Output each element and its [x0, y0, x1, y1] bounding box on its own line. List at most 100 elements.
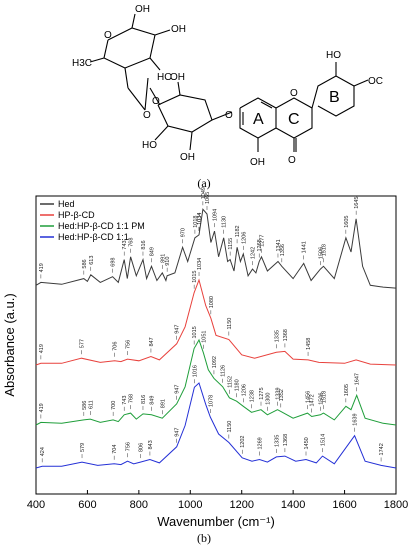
peak-label: 1458 [306, 338, 312, 350]
peak-label: 1368 [283, 329, 289, 341]
peak-label: 613 [89, 256, 95, 265]
label-o-ring: O [290, 88, 298, 99]
peak-label: 419 [39, 263, 45, 272]
peak-label: 1518 [321, 244, 327, 256]
peak-label: 1275 [259, 387, 265, 399]
peak-label: 1242 [251, 247, 257, 259]
peak-label: 910 [165, 257, 171, 266]
label-oh2: OH [171, 24, 186, 35]
ring-label-a: A [253, 111, 264, 128]
x-tick-label: 1600 [332, 499, 356, 511]
peak-label: 947 [175, 385, 181, 394]
x-tick-label: 400 [27, 499, 45, 511]
peak-label: 849 [149, 396, 155, 405]
peak-label: 1506 [318, 247, 324, 259]
y-axis-label: Absorbance (a.u.) [2, 293, 17, 396]
peak-label: 847 [149, 337, 155, 346]
label-ho6: HO [142, 140, 157, 151]
peak-label: 1015 [192, 271, 198, 283]
peak-label: 768 [129, 238, 135, 247]
peak-label: 1202 [240, 436, 246, 448]
peak-label: 1018 [193, 216, 199, 228]
legend-label: Hed:HP-β-CD 1:1 PM [58, 221, 145, 231]
label-oh3: HO [157, 72, 172, 83]
ftir-chart: 400 600 800 1000 1200 1400 1600 1800 419 586 613 6… [2, 187, 408, 529]
peak-label: 419 [39, 403, 45, 412]
peak-label: 947 [175, 428, 181, 437]
peak-label: 970 [181, 228, 187, 237]
peak-label: 756 [126, 340, 132, 349]
caption-b: (b) [197, 531, 211, 545]
peak-label: 611 [88, 400, 94, 409]
peak-label: 816 [141, 395, 147, 404]
peak-label: 1155 [228, 238, 234, 250]
peak-label: 700 [111, 401, 117, 410]
peak-label: 1647 [355, 373, 361, 385]
peak-label: 1441 [302, 241, 308, 253]
caption-a: (a) [197, 176, 210, 190]
peak-label: 843 [148, 440, 154, 449]
peak-label: 1472 [310, 394, 316, 406]
series-line-0 [35, 208, 397, 289]
peak-label: 1080 [209, 296, 215, 308]
peak-label: 1339 [275, 387, 281, 399]
peak-label: 743 [122, 396, 128, 405]
series-line-1 [35, 278, 397, 366]
peak-label: 1506 [318, 393, 324, 405]
peak-label: 1150 [227, 421, 233, 433]
x-axis-label: Wavenumber (cm⁻¹) [157, 514, 275, 529]
peak-label: 577 [80, 339, 86, 348]
series-group [35, 208, 397, 469]
peak-label: 891 [160, 399, 166, 408]
peak-label: 1152 [227, 376, 233, 388]
peak-label: 1518 [321, 391, 327, 403]
peak-label: 849 [149, 247, 155, 256]
x-tick-label: 1800 [384, 499, 408, 511]
peak-label: 1016 [192, 365, 198, 377]
peak-label: 1130 [222, 216, 228, 228]
peak-label: 1335 [274, 330, 280, 342]
peak-label: 1049 [201, 187, 207, 199]
label-ho-b: HO [326, 50, 341, 61]
label-carbonyl-o: O [288, 155, 296, 166]
peak-label: 1450 [304, 437, 310, 449]
peak-label: 891 [160, 254, 166, 263]
legend-label: HP-β-CD [58, 210, 95, 220]
peak-label: 816 [141, 240, 147, 249]
peak-label: 1034 [197, 258, 203, 270]
sugar-ring-2 [157, 94, 213, 133]
series-line-3 [35, 382, 397, 469]
peak-label: 1514 [320, 434, 326, 446]
peak-label: 1094 [212, 209, 218, 221]
label-o2: O [143, 110, 151, 121]
peak-label: 1341 [276, 239, 282, 251]
peak-label: 768 [129, 394, 135, 403]
peak-label: 1078 [208, 395, 214, 407]
peak-label: 756 [126, 442, 132, 451]
label-oh4: OH [170, 72, 185, 83]
peak-label: 1051 [201, 331, 207, 343]
peak-label: 806 [138, 443, 144, 452]
peak-label: 1356 [280, 244, 286, 256]
peak-label: 1034 [197, 213, 203, 225]
peak-label: 1015 [192, 326, 198, 338]
peak-label: 1335 [274, 435, 280, 447]
label-o3: O [152, 96, 160, 107]
peak-label: 1065 [205, 192, 211, 204]
x-tick-label: 600 [78, 499, 96, 511]
peak-label: 1277 [260, 235, 266, 247]
peak-label: 1034 [197, 213, 203, 225]
peak-label: 1268 [257, 239, 263, 251]
structure-labels: OH OH HO H3C O O OH OH HO O O OH O HO OC… [72, 4, 383, 168]
peak-label: 1742 [379, 443, 385, 455]
x-ticks: 400 600 800 1000 1200 1400 1600 1800 [27, 490, 408, 511]
series-line-2 [35, 338, 397, 426]
peak-label: 1206 [241, 232, 247, 244]
peak-label: 579 [80, 443, 86, 452]
peak-label: 586 [82, 259, 88, 268]
label-oh7: OH [250, 157, 265, 168]
legend-label: Hed:HP-β-CD 1:1 [58, 232, 129, 242]
peak-label: 698 [111, 258, 117, 267]
